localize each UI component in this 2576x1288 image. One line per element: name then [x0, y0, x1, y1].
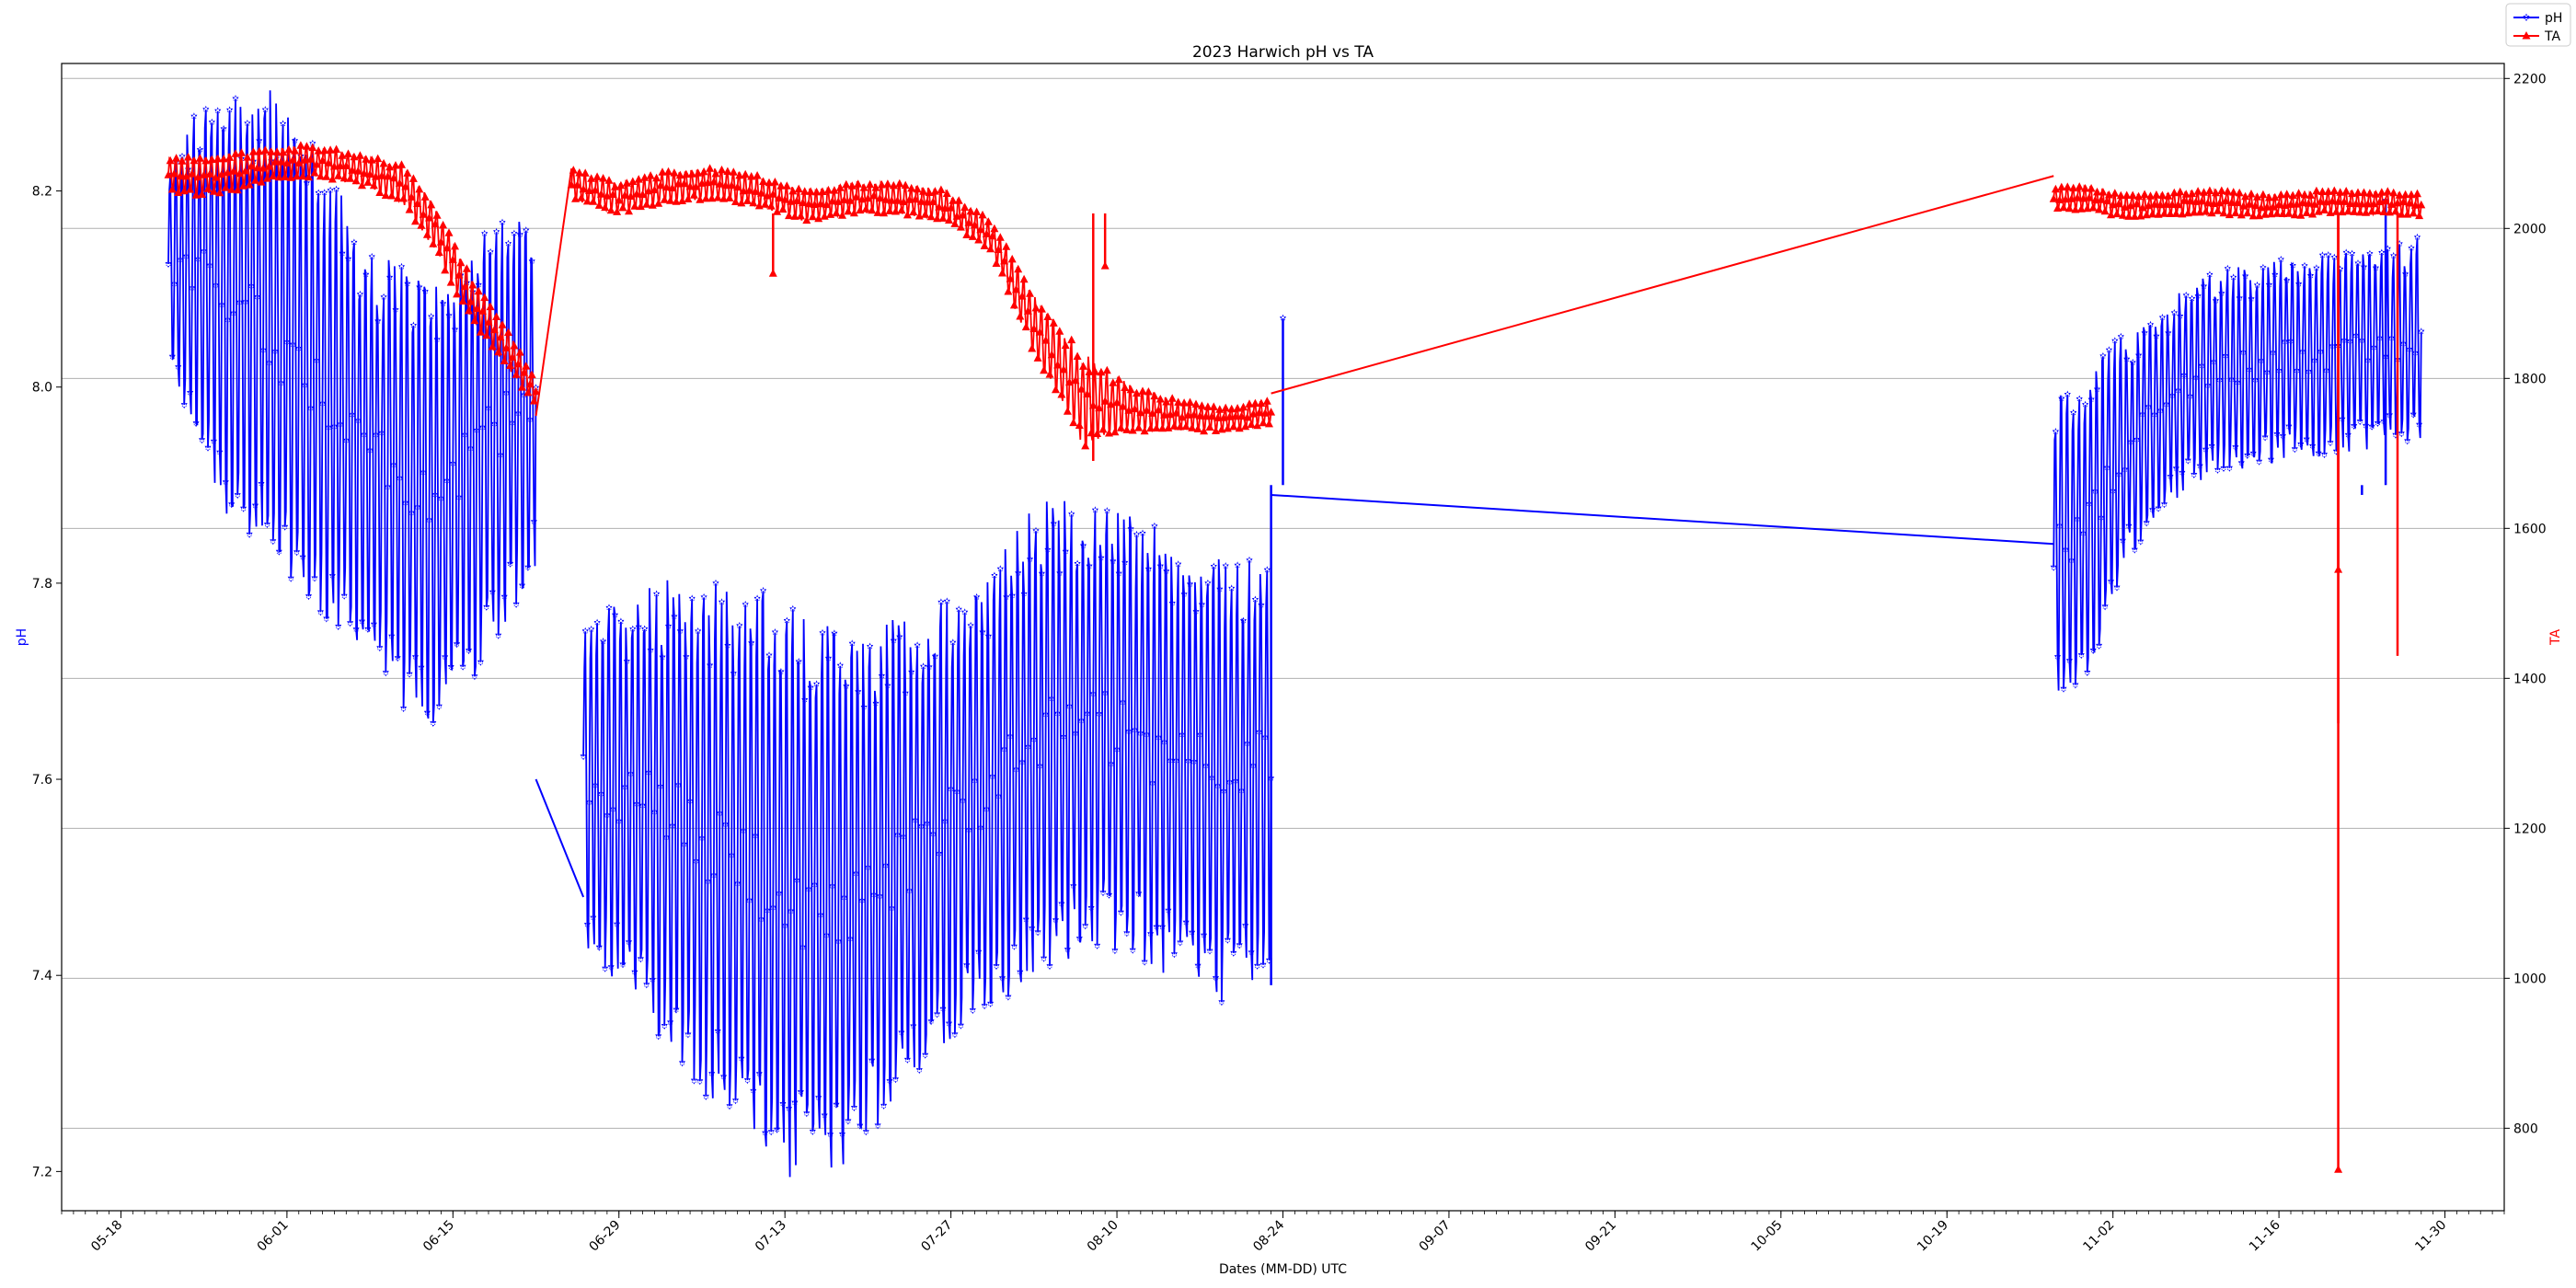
series-ph [165, 90, 2425, 1178]
y-left-tick-label: 7.2 [32, 1165, 52, 1179]
legend-label-ph: pH [2545, 11, 2562, 26]
x-tick-label: 06-01 [255, 1218, 292, 1255]
x-tick-label: 06-29 [586, 1218, 623, 1255]
y-left-tick-label: 8.0 [32, 381, 52, 396]
chart-title: 2023 Harwich pH vs TA [1192, 43, 1374, 62]
y-right-tick-label: 800 [2513, 1121, 2538, 1136]
x-tick-label: 09-21 [1582, 1218, 1619, 1255]
x-tick-label: 11-30 [2412, 1218, 2449, 1255]
y-left-tick-label: 8.2 [32, 185, 52, 200]
y-axis-label-right: TA [2548, 629, 2563, 646]
y-left-tick-label: 7.8 [32, 577, 52, 592]
ph-connector [1271, 493, 2054, 546]
x-tick-label: 08-24 [1250, 1217, 1287, 1254]
y-right-tick-label: 2000 [2513, 222, 2547, 236]
x-axis-label: Dates (MM-DD) UTC [1219, 1262, 1347, 1277]
x-tick-label: 10-19 [1915, 1218, 1951, 1255]
y-right-tick-label: 1800 [2513, 372, 2547, 386]
y-axis-label-left: pH [15, 628, 29, 646]
y-right-tick-label: 1400 [2513, 672, 2547, 686]
y-left-tick-label: 7.4 [32, 969, 52, 983]
ph-line [167, 90, 2422, 1178]
ph-markers [165, 95, 2425, 1139]
x-tick-label: 08-10 [1085, 1218, 1121, 1255]
y-right-tick-label: 1600 [2513, 522, 2547, 536]
x-tick-label: 07-13 [753, 1218, 789, 1255]
x-tick-label: 06-15 [420, 1218, 457, 1255]
series-ta [164, 141, 2426, 1173]
y-left-tick-label: 7.6 [32, 773, 52, 788]
x-tick-label: 10-05 [1749, 1218, 1786, 1255]
x-tick-label: 07-27 [918, 1218, 955, 1255]
ph-connector [535, 778, 585, 898]
ta-connector [535, 167, 573, 417]
x-tick-label: 11-02 [2080, 1218, 2117, 1255]
y-right-tick-label: 1000 [2513, 972, 2547, 986]
ta-connector [1271, 175, 2054, 395]
y-right-tick-label: 1200 [2513, 822, 2547, 836]
legend-label-ta: TA [2544, 29, 2560, 44]
x-tick-label: 09-07 [1417, 1218, 1454, 1255]
x-tick-label: 11-16 [2247, 1217, 2283, 1254]
series-layer [164, 90, 2426, 1178]
legend-marker-ta [2522, 31, 2531, 40]
x-tick-label: 05-18 [88, 1218, 125, 1255]
legend-marker-ph [2523, 13, 2530, 21]
legend: pH TA [2505, 3, 2571, 47]
y-right-tick-label: 2200 [2513, 72, 2547, 86]
